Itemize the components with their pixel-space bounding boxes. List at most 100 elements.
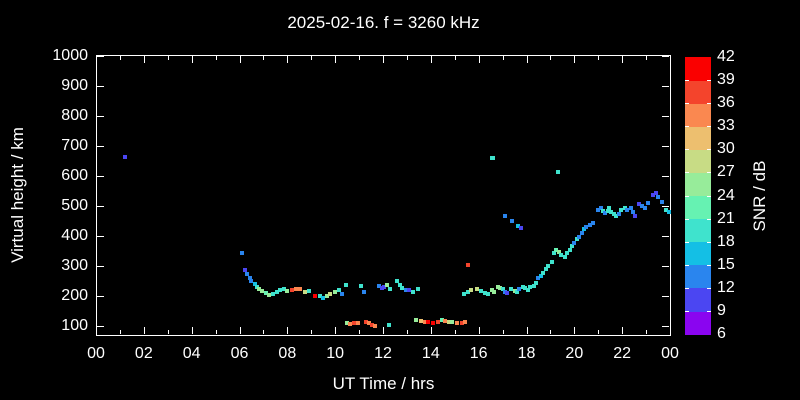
data-point: [502, 213, 507, 218]
data-point: [552, 251, 556, 256]
colorbar-tick: [685, 149, 689, 151]
data-point: [407, 288, 412, 292]
colorbar-tick: [707, 103, 711, 105]
data-point: [343, 282, 348, 287]
data-point: [523, 285, 528, 290]
x-axis-tick: [598, 330, 600, 334]
data-point: [384, 282, 389, 287]
x-axis-tick: [526, 327, 528, 334]
y-axis-tick: [97, 146, 104, 147]
y-axis-tick: [662, 236, 669, 237]
colorbar-tick: [707, 126, 711, 128]
x-axis-tick: [670, 56, 671, 63]
y-axis-tick: [662, 266, 669, 267]
y-axis-tick-label: 300: [61, 257, 88, 274]
colorbar-segment: [685, 149, 711, 173]
x-axis-tick: [287, 56, 289, 63]
colorbar-tick-label: 6: [717, 325, 726, 342]
data-point: [340, 291, 345, 296]
data-point: [579, 231, 584, 235]
colorbar-tick: [707, 149, 711, 151]
x-axis-tick: [574, 56, 576, 63]
data-point: [422, 320, 427, 325]
colorbar-tick-label: 21: [717, 209, 735, 227]
data-point: [257, 287, 262, 292]
y-axis-tick-label: 700: [61, 137, 88, 154]
colorbar-tick-label: 12: [717, 278, 735, 296]
data-point: [517, 287, 522, 292]
x-axis-tick: [335, 327, 337, 334]
data-point: [328, 291, 333, 296]
x-axis-tick: [478, 56, 480, 63]
data-point: [591, 221, 596, 226]
data-point: [572, 240, 577, 245]
data-point: [274, 290, 279, 295]
x-axis-tick: [263, 330, 265, 334]
x-axis-tick: [406, 330, 408, 334]
colorbar-tick-label: 42: [717, 48, 735, 65]
data-point: [554, 248, 559, 253]
data-point: [541, 270, 546, 275]
data-point: [651, 192, 656, 197]
data-point: [531, 284, 536, 289]
colorbar-tick-label: 18: [717, 232, 735, 250]
data-point: [298, 287, 303, 292]
data-point: [439, 318, 444, 322]
data-point: [465, 290, 470, 295]
colorbar-tick: [707, 80, 711, 82]
data-point: [577, 234, 582, 239]
plot-area: [96, 55, 671, 336]
data-point: [462, 291, 467, 296]
x-axis-tick: [263, 56, 265, 60]
data-point: [333, 290, 338, 295]
colorbar-tick: [685, 310, 689, 312]
colorbar-segment: [685, 264, 711, 289]
data-point: [377, 284, 382, 289]
y-axis-tick-label: 500: [61, 197, 88, 214]
data-point: [609, 210, 614, 214]
x-axis-tick-label: 12: [374, 345, 392, 362]
data-point: [574, 237, 579, 241]
x-axis-tick: [670, 327, 671, 334]
y-axis-tick: [97, 266, 104, 267]
data-point: [482, 291, 487, 295]
data-point: [664, 207, 669, 212]
data-point: [520, 285, 525, 289]
data-point: [630, 210, 635, 214]
data-point: [543, 267, 548, 271]
data-point: [410, 290, 415, 295]
colorbar-tick: [685, 126, 689, 128]
data-point: [293, 287, 298, 292]
colorbar-segment: [685, 172, 711, 197]
y-axis-tick-label: 400: [61, 227, 88, 244]
x-axis-tick: [526, 56, 528, 63]
data-point: [505, 291, 510, 295]
data-point: [267, 293, 272, 298]
data-point: [528, 285, 533, 289]
y-axis-tick: [97, 176, 104, 177]
y-axis-tick: [97, 56, 104, 57]
x-axis-tick: [119, 330, 121, 334]
data-point: [598, 206, 603, 211]
data-point: [567, 248, 572, 253]
data-point: [252, 282, 257, 286]
data-point: [255, 285, 260, 289]
y-axis-tick: [97, 296, 104, 297]
colorbar-tick-label: 30: [717, 140, 735, 158]
data-point: [419, 318, 424, 323]
data-point: [607, 206, 611, 211]
data-point: [446, 320, 451, 325]
data-point: [491, 156, 496, 160]
x-axis-tick: [119, 56, 121, 60]
colorbar-tick-label: 36: [717, 94, 735, 112]
colorbar-segment: [685, 57, 711, 81]
data-point: [601, 209, 606, 214]
data-point: [366, 321, 371, 325]
x-axis-tick-label: 06: [230, 345, 249, 362]
data-point: [359, 284, 364, 289]
data-point: [431, 321, 436, 325]
y-axis-label: Virtual height / km: [8, 127, 27, 263]
x-axis-tick: [96, 327, 97, 334]
colorbar-segment: [685, 126, 711, 150]
